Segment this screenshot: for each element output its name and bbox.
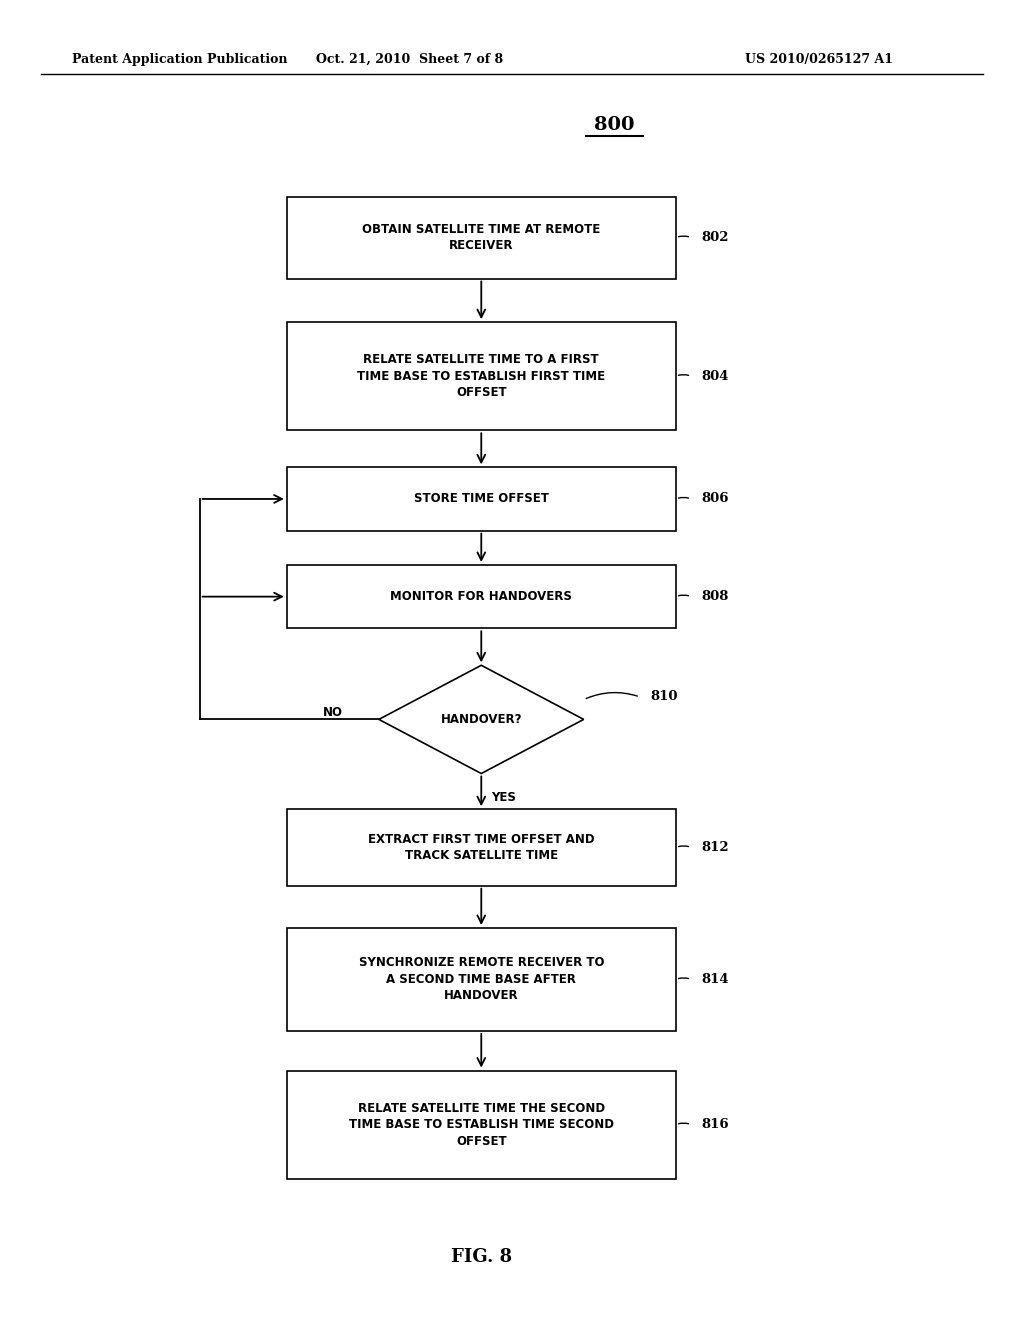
Text: HANDOVER?: HANDOVER?	[440, 713, 522, 726]
Text: STORE TIME OFFSET: STORE TIME OFFSET	[414, 492, 549, 506]
Bar	[287, 467, 676, 531]
Text: OBTAIN SATELLITE TIME AT REMOTE
RECEIVER: OBTAIN SATELLITE TIME AT REMOTE RECEIVER	[362, 223, 600, 252]
Text: 802: 802	[701, 231, 729, 244]
Text: EXTRACT FIRST TIME OFFSET AND
TRACK SATELLITE TIME: EXTRACT FIRST TIME OFFSET AND TRACK SATE…	[368, 833, 595, 862]
Bar	[287, 322, 676, 430]
Text: Oct. 21, 2010  Sheet 7 of 8: Oct. 21, 2010 Sheet 7 of 8	[316, 53, 503, 66]
Text: Patent Application Publication: Patent Application Publication	[72, 53, 287, 66]
Text: 806: 806	[701, 492, 729, 506]
Text: RELATE SATELLITE TIME THE SECOND
TIME BASE TO ESTABLISH TIME SECOND
OFFSET: RELATE SATELLITE TIME THE SECOND TIME BA…	[349, 1102, 613, 1147]
Bar	[287, 197, 676, 279]
Bar	[287, 1071, 676, 1179]
Bar	[287, 809, 676, 886]
Text: SYNCHRONIZE REMOTE RECEIVER TO
A SECOND TIME BASE AFTER
HANDOVER: SYNCHRONIZE REMOTE RECEIVER TO A SECOND …	[358, 957, 604, 1002]
Text: MONITOR FOR HANDOVERS: MONITOR FOR HANDOVERS	[390, 590, 572, 603]
Text: 804: 804	[701, 370, 729, 383]
Polygon shape	[379, 665, 584, 774]
FancyArrowPatch shape	[586, 693, 637, 698]
Text: 812: 812	[701, 841, 729, 854]
Text: 816: 816	[701, 1118, 729, 1131]
Text: US 2010/0265127 A1: US 2010/0265127 A1	[745, 53, 893, 66]
Text: FIG. 8: FIG. 8	[451, 1247, 512, 1266]
Text: NO: NO	[323, 706, 343, 719]
Bar	[287, 928, 676, 1031]
Text: 810: 810	[650, 690, 678, 704]
Bar	[287, 565, 676, 628]
Text: 800: 800	[594, 116, 635, 135]
Text: 814: 814	[701, 973, 729, 986]
Text: YES: YES	[492, 791, 516, 804]
Text: 808: 808	[701, 590, 729, 603]
Text: RELATE SATELLITE TIME TO A FIRST
TIME BASE TO ESTABLISH FIRST TIME
OFFSET: RELATE SATELLITE TIME TO A FIRST TIME BA…	[357, 354, 605, 399]
